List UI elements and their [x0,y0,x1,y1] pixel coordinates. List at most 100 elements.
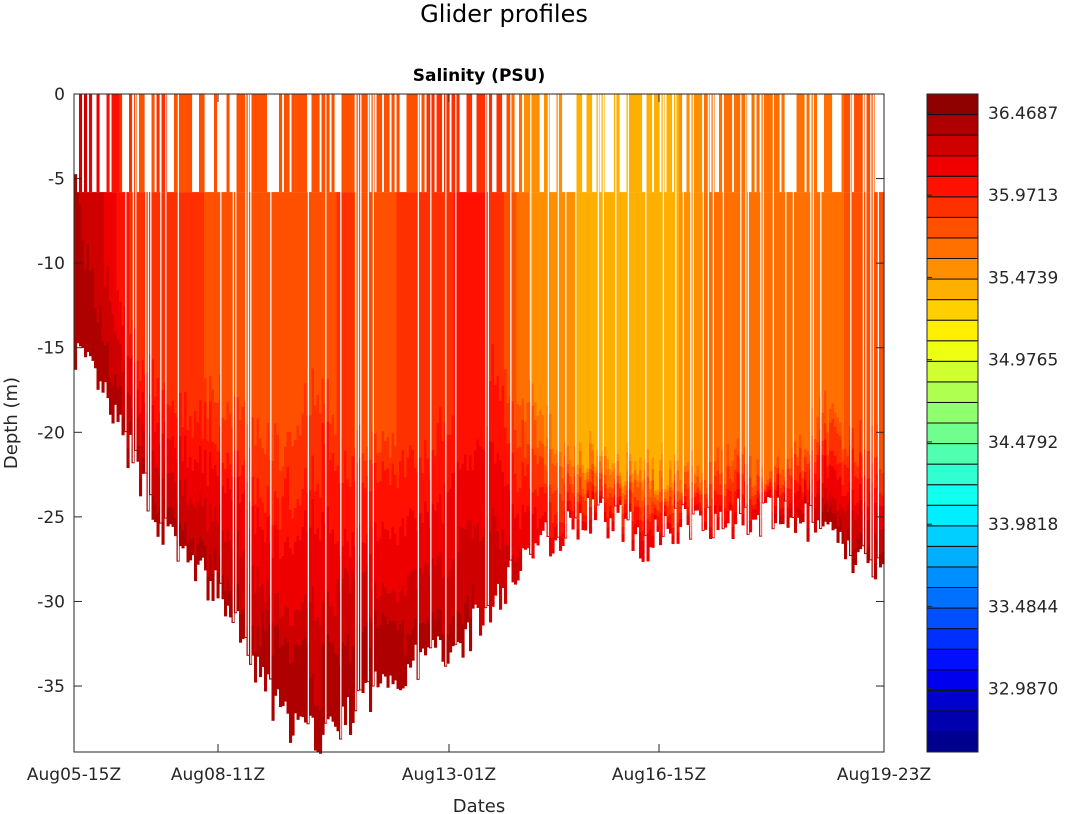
mixed-layer [81,192,85,227]
deep-layer [781,507,785,517]
deep-layer [211,415,215,444]
deep-layer [504,427,508,458]
mixed-layer [516,192,520,406]
deep-layer [686,497,690,508]
deep-layer [126,448,130,469]
profile-column [236,94,240,612]
deep-layer [199,377,203,402]
deep-layer [544,502,548,513]
deep-layer [841,484,845,498]
deep-layer [659,512,663,525]
mixed-layer [414,192,418,444]
deep-layer [719,500,723,507]
deep-layer [319,455,323,500]
deep-layer [199,468,203,493]
deep-layer [221,417,225,442]
profile-column [211,192,215,601]
deep-layer [326,548,330,593]
deep-layer [844,511,848,528]
deep-layer [516,404,520,428]
deep-layer [729,460,733,468]
profile-column [224,192,228,617]
mixed-layer [544,192,548,447]
profile-column [701,94,705,531]
deep-layer [379,567,383,598]
deep-layer [221,507,225,532]
deep-layer [314,491,318,536]
deep-layer [126,392,130,413]
profile-column [314,94,318,751]
deep-layer [154,449,158,469]
deep-layer [226,427,230,454]
deep-layer [879,529,883,544]
profile-column [571,192,575,530]
deep-layer [184,413,188,437]
deep-layer [654,493,658,499]
profile-column [256,94,260,657]
deep-layer [431,423,435,452]
profile-column [131,94,135,464]
profile-column [161,94,165,545]
deep-layer [751,500,755,507]
deep-layer [754,504,758,511]
profile-column [854,94,858,566]
surface-layer [649,94,653,193]
profile-column [554,192,558,541]
surface-layer [299,94,303,193]
profile-column [814,94,818,533]
deep-layer [259,497,263,529]
mixed-layer [276,192,280,436]
deep-layer [299,470,303,507]
profile-column [761,94,765,504]
deep-layer [834,412,838,428]
deep-layer [489,381,493,413]
deep-layer [169,456,173,475]
deep-layer [174,447,178,467]
colorbar-level [926,319,979,342]
deep-layer [516,426,520,449]
deep-layer [816,480,820,495]
deep-layer [641,540,645,552]
deep-layer [331,414,335,454]
data-gap [360,94,362,690]
mixed-layer [224,192,228,421]
deep-layer [539,409,543,427]
surface-layer [436,94,440,193]
mixed-layer [181,192,185,411]
deep-layer [751,509,755,516]
deep-layer [599,496,603,503]
deep-layer [239,475,243,505]
deep-layer [264,542,268,574]
deep-layer [74,174,78,200]
mixed-layer [621,192,625,488]
deep-layer [714,475,718,485]
deep-layer [716,470,720,484]
profile-column [339,94,343,740]
deep-layer [611,521,615,532]
colorbar-tick-label: 34.4792 [988,433,1058,453]
deep-layer [606,498,610,509]
profile-column [194,192,198,582]
deep-layer [179,458,183,481]
mixed-layer [576,192,580,466]
deep-layer [396,630,400,661]
mixed-layer [84,192,88,242]
profile-column [626,94,630,521]
profile-column [611,192,615,532]
deep-layer [459,613,463,644]
deep-layer [611,505,615,515]
deep-layer [251,506,255,538]
deep-layer [99,324,103,345]
profile-column [509,94,513,561]
deep-layer [506,484,510,507]
deep-layer [794,506,798,520]
deep-layer [794,441,798,456]
mixed-layer [866,192,870,452]
data-gap [307,94,309,724]
profile-column [381,192,385,675]
deep-layer [496,427,500,455]
deep-layer [501,529,505,560]
surface-layer [261,94,265,193]
deep-layer [631,473,635,484]
mixed-layer [584,192,588,474]
